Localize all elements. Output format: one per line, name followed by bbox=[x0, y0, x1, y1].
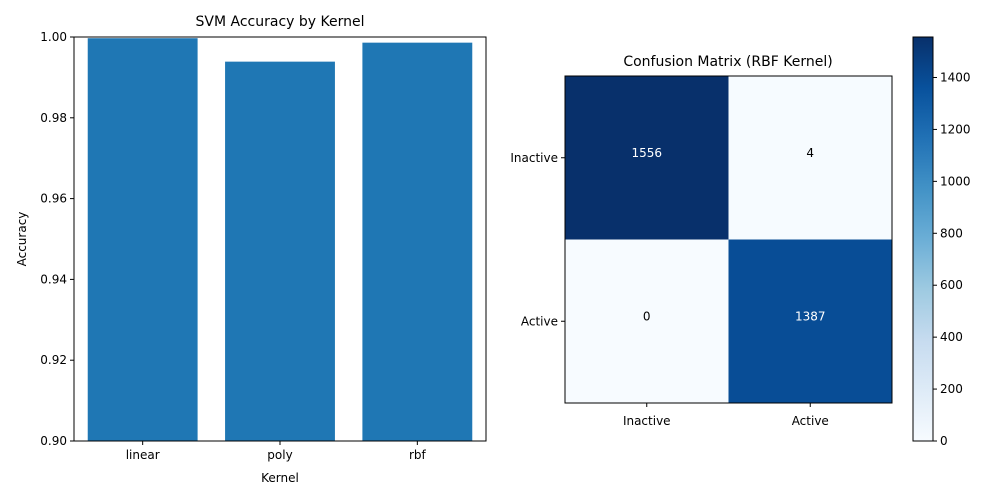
x-tick-label: linear bbox=[126, 448, 160, 462]
bar-x-axis-label: Kernel bbox=[261, 471, 299, 485]
colorbar-tick-label: 200 bbox=[940, 382, 963, 396]
colorbar-tick-label: 0 bbox=[940, 434, 948, 448]
heatmap-cell bbox=[565, 76, 729, 240]
bar-x-axis-ticks: linear poly rbf bbox=[126, 441, 427, 462]
bar-chart-title: SVM Accuracy by Kernel bbox=[196, 14, 365, 30]
heatmap-cell bbox=[728, 239, 892, 403]
heatmap-row-labels: Inactive Active bbox=[510, 151, 565, 328]
heatmap-cells: 1556 4 0 1387 bbox=[565, 76, 892, 403]
y-tick-label: 0.94 bbox=[40, 272, 67, 286]
colorbar-tick-label: 1400 bbox=[940, 71, 971, 85]
col-label: Inactive bbox=[623, 414, 671, 428]
colorbar-tick-label: 1200 bbox=[940, 122, 971, 136]
col-label: Active bbox=[792, 414, 829, 428]
heatmap-title: Confusion Matrix (RBF Kernel) bbox=[623, 54, 832, 70]
bar-y-axis-label: Accuracy bbox=[15, 212, 29, 267]
y-tick-label: 0.92 bbox=[40, 353, 67, 367]
cell-value-label: 1556 bbox=[631, 146, 662, 160]
bar-rbf bbox=[362, 42, 473, 441]
row-label: Active bbox=[521, 314, 558, 328]
colorbar-tick-label: 600 bbox=[940, 278, 963, 292]
row-label: Inactive bbox=[510, 151, 558, 165]
y-tick-label: 0.90 bbox=[40, 434, 67, 448]
heatmap-cell bbox=[728, 76, 892, 240]
x-tick-label: rbf bbox=[409, 448, 427, 462]
confusion-matrix-heatmap: Confusion Matrix (RBF Kernel) 1556 4 0 1387… bbox=[510, 54, 893, 428]
colorbar-gradient bbox=[912, 36, 934, 442]
heatmap-col-labels: Inactive Active bbox=[623, 403, 829, 428]
x-tick-label: poly bbox=[267, 448, 292, 462]
colorbar: 0 200 400 600 800 1000 1200 1400 bbox=[912, 36, 971, 448]
bar-poly bbox=[225, 61, 335, 441]
cell-value-label: 1387 bbox=[795, 309, 826, 323]
bar-y-axis-ticks: 0.90 0.92 0.94 0.96 0.98 1.00 bbox=[40, 30, 74, 448]
cell-value-label: 4 bbox=[806, 146, 814, 160]
colorbar-tick-label: 400 bbox=[940, 330, 963, 344]
bar-linear bbox=[87, 38, 198, 441]
colorbar-tick-label: 800 bbox=[940, 226, 963, 240]
colorbar-ticks: 0 200 400 600 800 1000 1200 1400 bbox=[933, 71, 971, 448]
heatmap-cell bbox=[565, 239, 729, 403]
heatmap-frame bbox=[564, 75, 893, 404]
accuracy-bar-chart: SVM Accuracy by Kernel 0.900.920.940.960… bbox=[15, 14, 487, 485]
colorbar-tick-label: 1000 bbox=[940, 174, 971, 188]
bar-marks bbox=[87, 38, 473, 441]
y-tick-label: 1.00 bbox=[40, 30, 67, 44]
y-tick-label: 0.96 bbox=[40, 192, 67, 206]
y-tick-label: 0.98 bbox=[40, 111, 67, 125]
cell-value-label: 0 bbox=[643, 309, 651, 323]
